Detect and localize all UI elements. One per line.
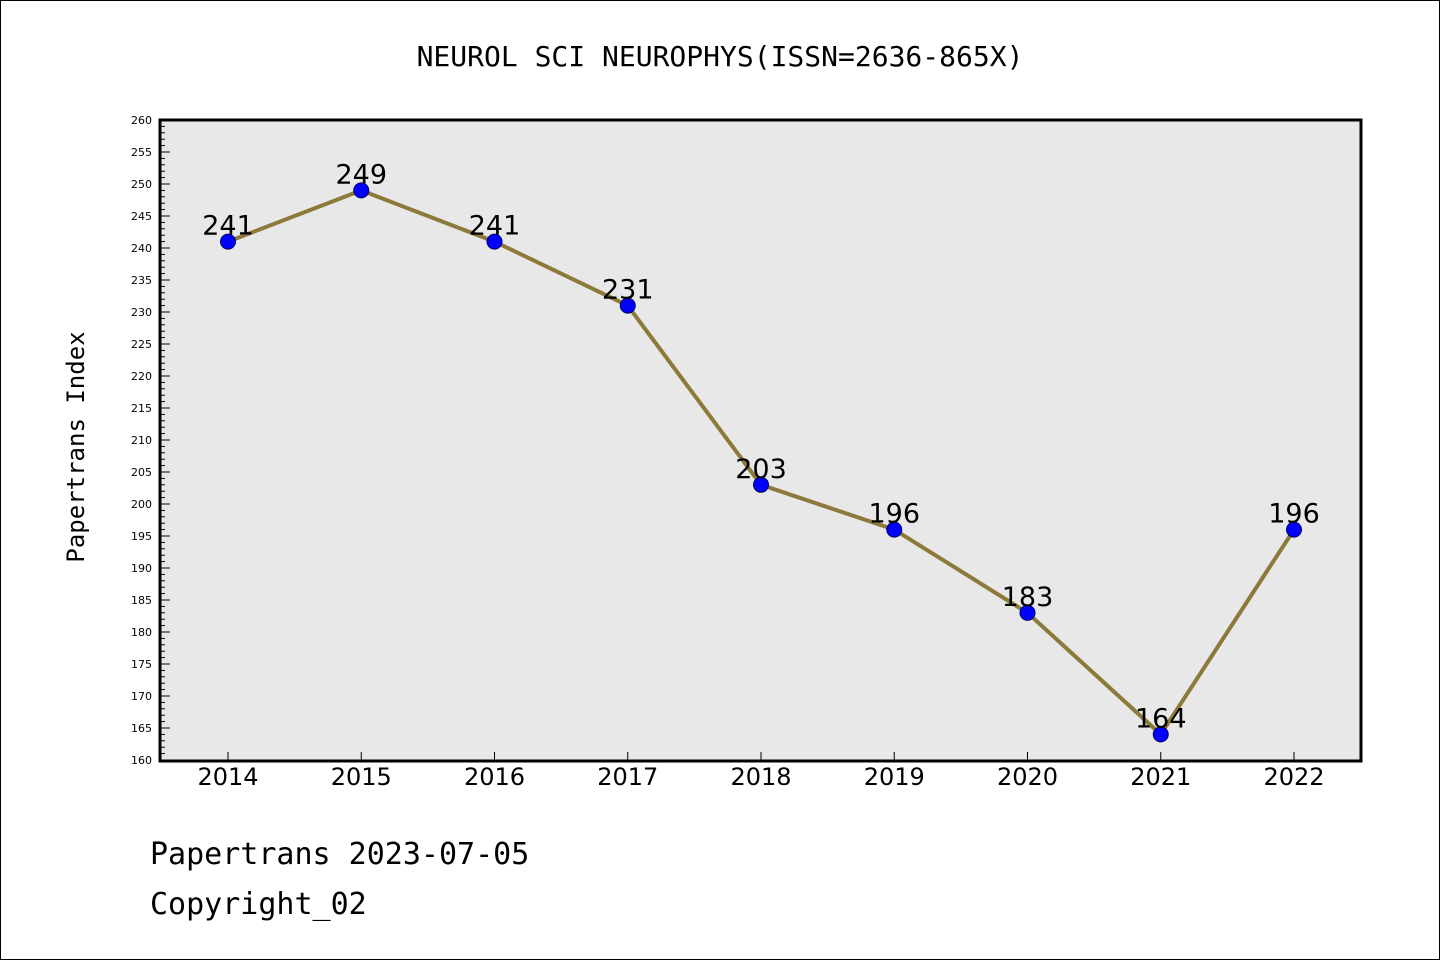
x-tick-label: 2019 <box>864 763 925 791</box>
data-point <box>486 233 503 250</box>
plot-border <box>158 118 1363 763</box>
y-tick-label: 175 <box>131 658 152 671</box>
x-tick-label: 2021 <box>1130 763 1191 791</box>
y-tick-label: 170 <box>131 690 152 703</box>
data-labels: 241 249 241 231 203 196 183 164 196 <box>202 159 1320 734</box>
data-point <box>619 297 636 314</box>
data-point <box>1019 604 1036 621</box>
data-label: 249 <box>335 159 387 190</box>
y-tick-label: 200 <box>131 498 152 511</box>
x-tick-label: 2016 <box>464 763 525 791</box>
y-tick-label: 205 <box>131 466 152 479</box>
y-tick-label: 235 <box>131 274 152 287</box>
y-tick-label: 255 <box>131 146 152 159</box>
y-tick-label: 220 <box>131 370 152 383</box>
x-tick-label: 2017 <box>597 763 658 791</box>
series-group <box>220 182 1302 743</box>
chart-title: NEUROL SCI NEUROPHYS(ISSN=2636-865X) <box>417 40 1024 73</box>
y-tick-label: 195 <box>131 530 152 543</box>
data-label: 231 <box>602 275 654 306</box>
x-tick-label: 2015 <box>331 763 392 791</box>
footer-copyright: Copyright_02 <box>150 887 367 922</box>
data-label: 196 <box>1268 499 1320 530</box>
y-tick-label: 215 <box>131 402 152 415</box>
y-tick-label: 225 <box>131 338 152 351</box>
x-tick-label: 2022 <box>1263 763 1324 791</box>
y-tick-label: 240 <box>131 242 152 255</box>
x-tick-label: 2018 <box>730 763 791 791</box>
data-point <box>886 521 903 538</box>
data-label: 241 <box>202 211 254 242</box>
y-tick-label: 165 <box>131 722 152 735</box>
y-tick-label: 190 <box>131 562 152 575</box>
x-tick-label: 2014 <box>197 763 258 791</box>
data-point <box>353 182 370 199</box>
x-tick-label: 2020 <box>997 763 1058 791</box>
y-tick-label: 185 <box>131 594 152 607</box>
data-label: 183 <box>1002 582 1054 613</box>
y-tick-label: 180 <box>131 626 152 639</box>
y-tick-label: 210 <box>131 434 152 447</box>
x-axis: 2014 2015 2016 2017 2018 2019 2020 2021 2022 <box>197 752 1325 791</box>
y-axis-label: Papertrans Index <box>62 331 90 562</box>
data-point <box>1286 521 1302 538</box>
data-label: 241 <box>469 211 521 242</box>
data-point <box>220 233 236 250</box>
data-point <box>753 476 769 493</box>
y-tick-label: 260 <box>131 114 152 127</box>
data-point <box>1152 726 1169 743</box>
plot-area <box>160 120 1361 761</box>
y-tick-label: 250 <box>131 178 152 191</box>
data-label: 203 <box>735 454 787 485</box>
y-tick-label: 230 <box>131 306 152 319</box>
footer-date: Papertrans 2023-07-05 <box>150 837 529 872</box>
y-tick-label: 160 <box>131 754 152 767</box>
data-label: 196 <box>868 499 920 530</box>
y-tick-label: 245 <box>131 210 152 223</box>
data-label: 164 <box>1135 703 1187 734</box>
